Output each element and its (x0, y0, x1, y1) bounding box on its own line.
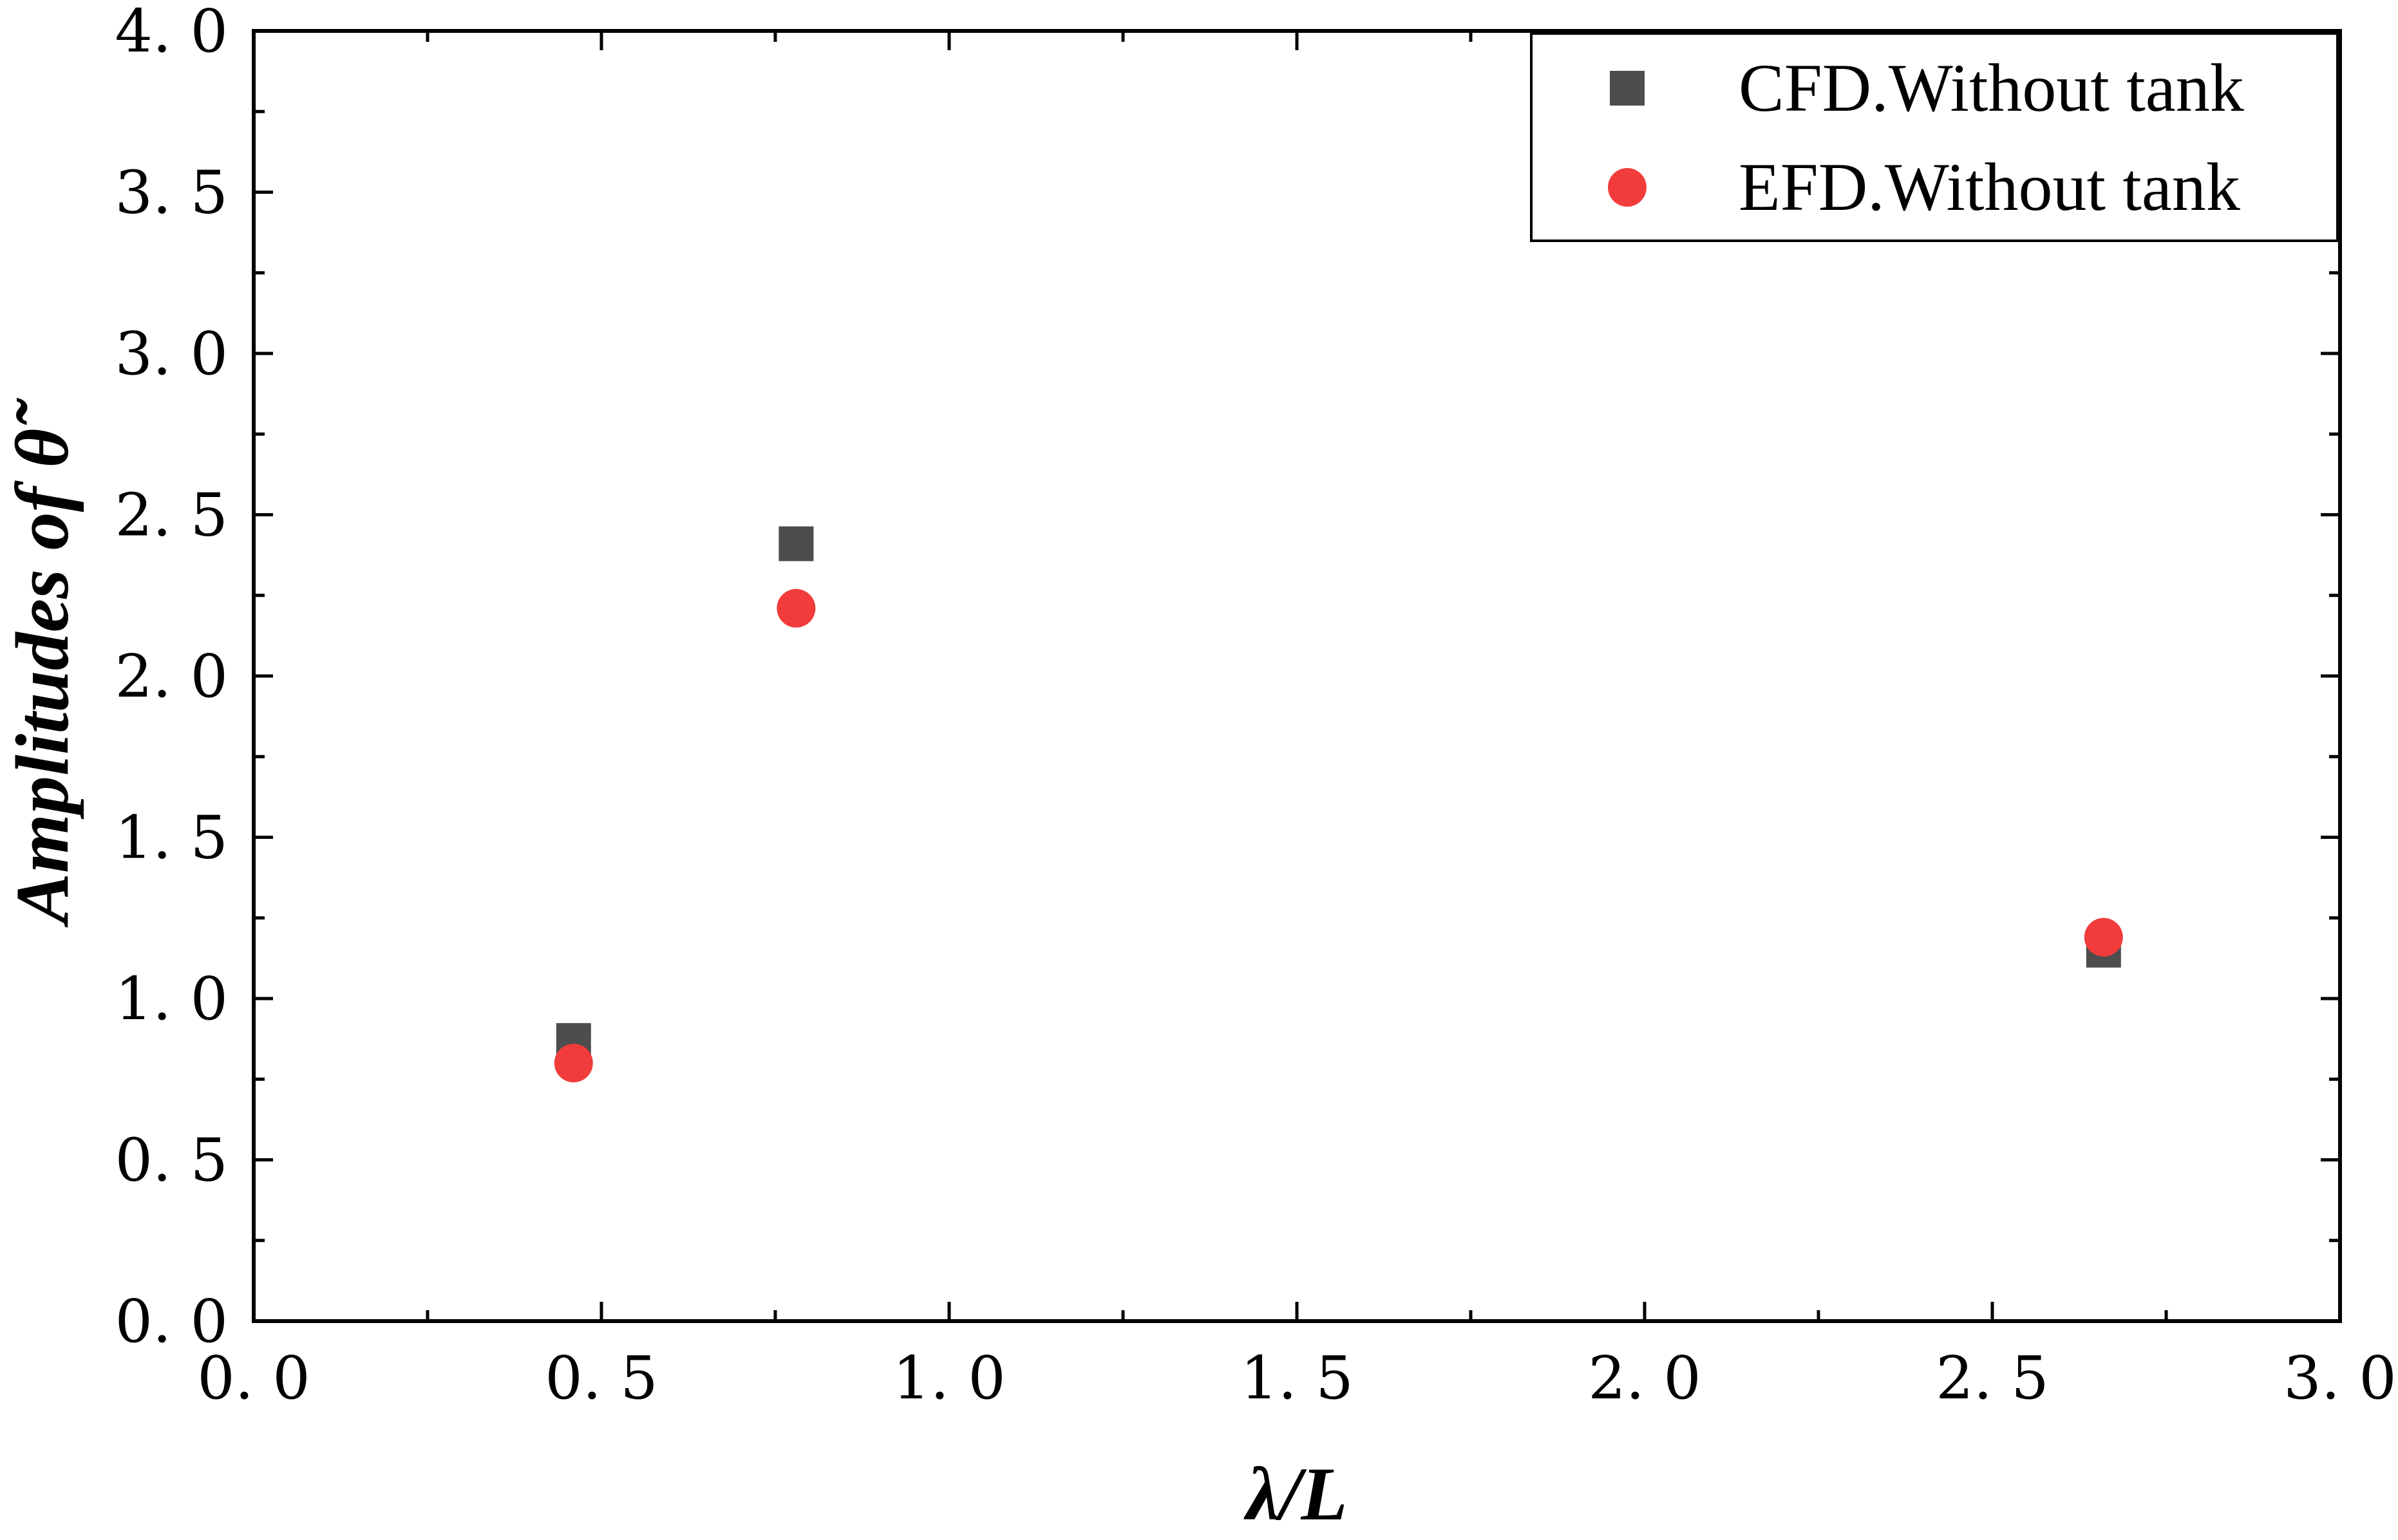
cfd-point (779, 526, 814, 561)
y-axis-title: Amplitudes of θ̃ (0, 397, 84, 928)
y-tick-label: 3. 5 (115, 158, 228, 227)
x-tick-label: 3. 0 (2283, 1344, 2397, 1413)
x-tick-label: 2. 0 (1588, 1344, 1701, 1413)
data-points (554, 526, 2123, 1083)
legend-marker-cfd (1610, 71, 1645, 106)
tick-labels: 0. 0 0. 5 1. 0 1. 5 2. 0 2. 5 3. 0 0. 0 0. 5 1. 0… (115, 0, 2396, 1413)
y-tick-label: 2. 5 (115, 481, 228, 550)
efd-point (2084, 917, 2123, 957)
y-tick-label: 0. 0 (115, 1287, 228, 1356)
y-tick-label: 0. 5 (115, 1126, 228, 1195)
efd-point (777, 588, 816, 628)
legend-label-efd: EFD.Without tank (1739, 149, 2240, 225)
x-tick-label: 0. 5 (545, 1344, 658, 1413)
y-tick-label: 1. 5 (115, 803, 228, 872)
legend-label-cfd: CFD.Without tank (1739, 50, 2244, 126)
x-tick-label: 2. 5 (1936, 1344, 2049, 1413)
y-tick-label: 2. 0 (115, 642, 228, 711)
x-tick-label: 1. 5 (1240, 1344, 1354, 1413)
efd-point (554, 1044, 593, 1083)
x-axis-title: λ/L (1243, 1452, 1347, 1536)
y-tick-label: 1. 0 (115, 964, 228, 1033)
x-tick-label: 0. 0 (197, 1344, 310, 1413)
legend: CFD.Without tank EFD.Without tank (1530, 32, 2339, 242)
legend-box (1530, 32, 2339, 242)
y-tick-label: 4. 0 (115, 0, 228, 66)
y-tick-label: 3. 0 (115, 319, 228, 388)
x-tick-label: 1. 0 (892, 1344, 1006, 1413)
plot-frame (252, 29, 2342, 1323)
legend-marker-efd (1608, 168, 1647, 207)
